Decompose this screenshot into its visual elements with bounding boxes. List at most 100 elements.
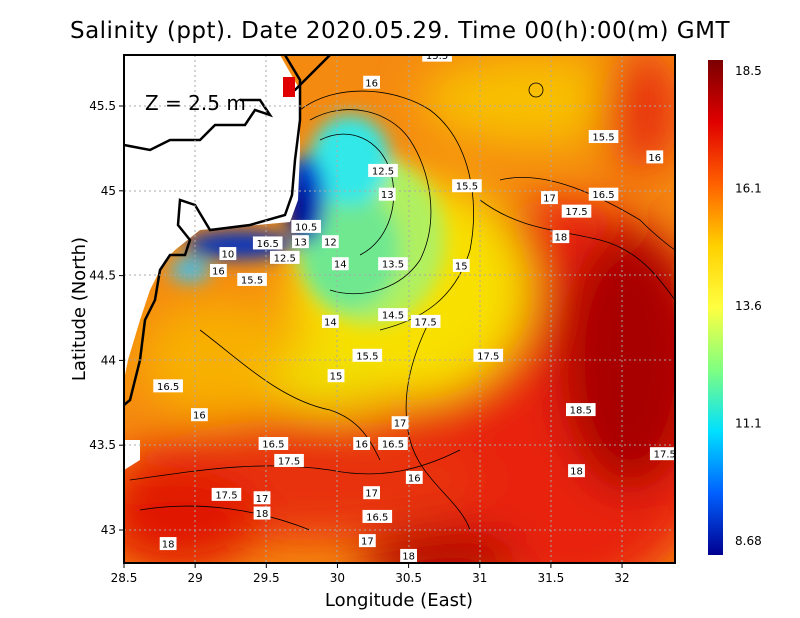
contour-label-box [331, 257, 349, 271]
contour-label-box [368, 163, 398, 177]
contour-label-text: 17.5 [477, 351, 499, 362]
contour-label: 16 [646, 150, 664, 164]
contour-label-box [321, 314, 339, 328]
contour-label-box [352, 348, 383, 362]
contour-label: 16.5 [252, 236, 283, 250]
x-tick-label: 32 [614, 571, 629, 585]
contour-label-text: 17.5 [415, 317, 437, 328]
contour-label-text: 16.5 [157, 382, 179, 393]
contour-label-text: 13.5 [382, 260, 404, 271]
colorbar-ticks: 18.5 16.1 13.6 11.1 8.68 [735, 64, 762, 548]
contour-label: 12 [321, 235, 339, 249]
contour-label: 17 [541, 191, 558, 205]
contour-label: 17.5 [211, 487, 242, 501]
contour-label: 14 [331, 257, 349, 271]
contour-label-box [561, 204, 592, 218]
contour-label-text: 12.5 [372, 166, 394, 177]
contour-label-text: 10.5 [295, 222, 317, 233]
contour-label: 17 [358, 534, 376, 548]
contour-label-box [291, 219, 321, 233]
contour-label: 16.5 [258, 437, 289, 451]
contour-label-text: 17.5 [565, 207, 587, 218]
y-axis-label: Latitude (North) [69, 237, 90, 381]
contour-label-box [353, 437, 371, 451]
x-tick-label: 30 [330, 571, 345, 585]
contour-label: 16 [405, 470, 423, 484]
contour-label-box [400, 548, 417, 562]
contour-label-text: 17 [361, 537, 374, 548]
contour-label-box [269, 250, 300, 264]
contour-label: 16 [210, 264, 227, 278]
x-axis-label: Longitude (East) [325, 590, 473, 611]
contour-label-box [410, 314, 441, 328]
contour-label-text: 18.5 [570, 406, 592, 417]
contour-label-box [649, 447, 675, 461]
contour-label-box [405, 470, 423, 484]
contour-label-text: 15.5 [356, 351, 378, 362]
chart-title: Salinity (ppt). Date 2020.05.29. Time 00… [69, 18, 731, 44]
contour-label-text: 16 [365, 78, 378, 89]
contour-label-box [327, 369, 345, 383]
plot-frame [123, 54, 676, 564]
contour-label-box [258, 437, 289, 451]
contour-label-box [646, 150, 664, 164]
contour-label-text: 18 [554, 233, 567, 244]
contour-label-text: 15.5 [456, 182, 478, 193]
x-tick-label: 29.5 [253, 571, 280, 585]
contour-label-box [191, 408, 208, 422]
contour-label-text: 16.5 [382, 440, 404, 451]
contour-label: 16.5 [153, 379, 183, 393]
contour-label-text: 17 [543, 194, 556, 205]
y-tick-label: 44.5 [89, 269, 116, 283]
contour-label: 15.5 [352, 348, 383, 362]
contour-label-box [552, 230, 570, 244]
contour-label-text: 15.5 [426, 51, 448, 62]
contour-label: 13 [378, 187, 396, 201]
contour-label-box [378, 187, 396, 201]
contour-label-text: 16 [193, 411, 206, 422]
x-axis: 28.5 29 29.5 30 30.5 31 31.5 32 [111, 563, 630, 585]
x-tick-label: 28.5 [111, 571, 138, 585]
contour-label-box [422, 55, 452, 62]
y-tick-label: 44 [101, 353, 116, 367]
contour-label: 10.5 [291, 219, 321, 233]
contour-label-text: 14 [334, 260, 347, 271]
contour-label-text: 16.5 [257, 239, 279, 250]
contour-label: 13 [292, 235, 309, 249]
contour-label: 14 [321, 314, 339, 328]
contour-label-box [211, 487, 242, 501]
contour-label-box [541, 191, 558, 205]
contour-label-text: 15 [455, 261, 468, 272]
contour-label: 16.5 [378, 437, 408, 451]
contour-label-box [363, 75, 381, 89]
contour-label: 12.5 [269, 250, 300, 264]
contour-label-text: 18 [570, 467, 583, 478]
contour-label: 12.5 [368, 163, 398, 177]
contour-label-text: 15 [330, 372, 343, 383]
contour-label-box [391, 416, 409, 430]
contour-label: 13.5 [378, 257, 408, 271]
contour-label-box [237, 272, 267, 286]
high-salinity-cell [283, 77, 295, 97]
contour-label: 17.5 [473, 348, 504, 362]
contour-label: 17 [253, 491, 271, 505]
contour-label: 18.5 [565, 403, 596, 417]
contour-label-text: 16 [212, 267, 225, 278]
contour-label: 15 [452, 258, 470, 272]
contour-label-box [219, 247, 237, 261]
contour-label-box [452, 258, 470, 272]
contour-label: 16 [363, 75, 381, 89]
contour-label: 17.5 [410, 314, 441, 328]
contour-label: 16 [353, 437, 371, 451]
y-tick-label: 45.5 [89, 99, 116, 113]
contour-label-text: 14 [324, 317, 337, 328]
contour-label: 17.5 [274, 453, 304, 467]
colorbar-tick-label: 13.6 [735, 299, 762, 313]
coastline [124, 98, 274, 152]
contour-label-text: 16.5 [366, 512, 388, 523]
contour-label-box [588, 187, 619, 201]
contour-label-box [378, 308, 408, 322]
y-tick-label: 43.5 [89, 438, 116, 452]
contour-label-text: 17 [394, 419, 407, 430]
